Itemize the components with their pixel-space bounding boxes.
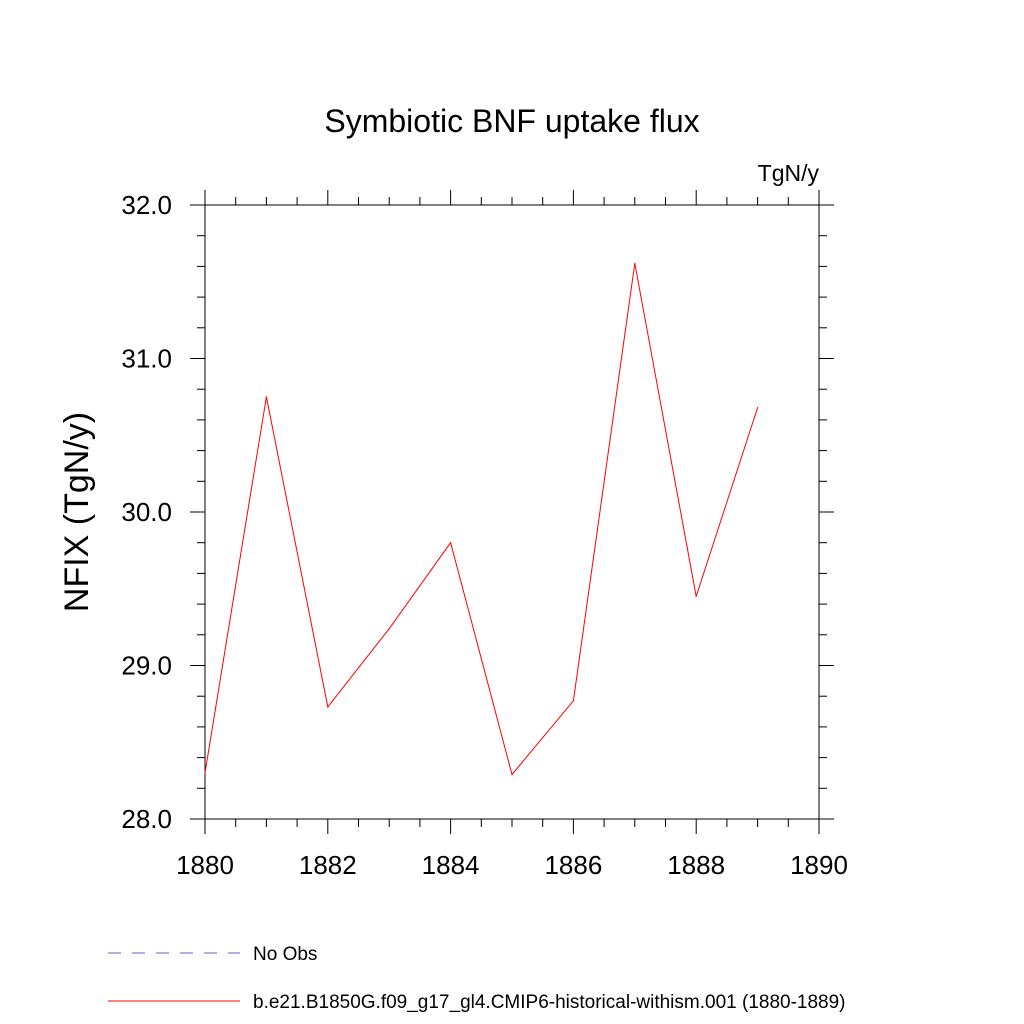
data-point (327, 706, 329, 708)
data-point (572, 700, 575, 702)
axis-ticks (190, 190, 834, 834)
data-point (695, 595, 697, 598)
x-tick-label: 1888 (667, 850, 725, 880)
legend: No Obs b.e21.B1850G.f09_g17_gl4.CMIP6-his… (108, 944, 846, 1013)
y-tick-label: 29.0 (121, 651, 172, 681)
series-line (204, 263, 759, 776)
y-axis-label: NFIX (TgN/y) (58, 412, 96, 612)
legend-label: No Obs (253, 944, 317, 965)
chart-title: Symbiotic BNF uptake flux (324, 103, 699, 139)
legend-label: b.e21.B1850G.f09_g17_gl4.CMIP6-historica… (253, 992, 846, 1013)
x-tick-label: 1884 (422, 850, 480, 880)
y-tick-label: 28.0 (121, 804, 172, 834)
data-point (265, 396, 267, 398)
x-tick-label: 1890 (790, 850, 848, 880)
y-tick-label: 30.0 (121, 497, 172, 527)
data-point (204, 772, 206, 774)
data-point (450, 542, 452, 544)
x-tick-label: 1886 (544, 850, 602, 880)
data-point (511, 773, 513, 776)
tick-labels: 1880 1882 1884 1886 1888 1890 28.0 29.0 30.0 31.0… (121, 190, 848, 880)
data-point (757, 407, 759, 409)
series-layer (204, 262, 759, 776)
y-tick-label: 32.0 (121, 190, 172, 220)
data-point (634, 262, 636, 264)
plot-frame (204, 204, 820, 820)
data-point (388, 628, 390, 630)
x-tick-label: 1880 (176, 850, 234, 880)
x-tick-label: 1882 (299, 850, 357, 880)
units-label: TgN/y (758, 160, 820, 186)
y-tick-label: 31.0 (121, 344, 172, 374)
